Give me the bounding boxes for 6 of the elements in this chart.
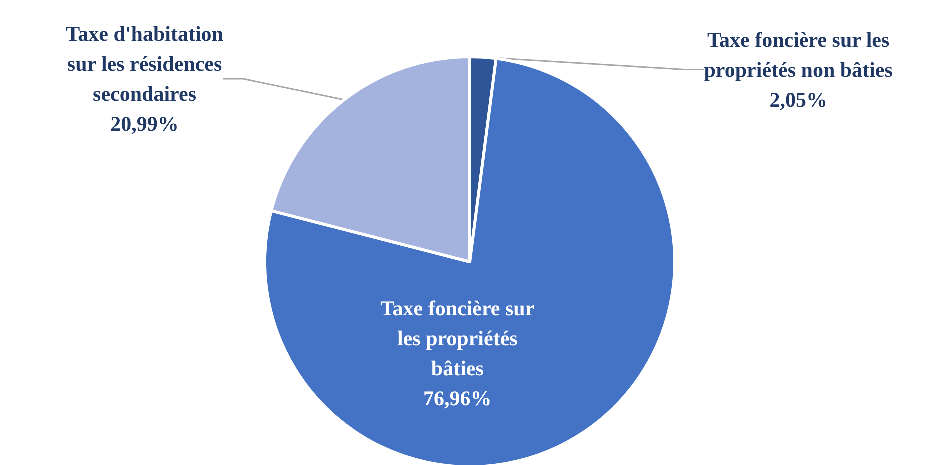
- slice-label: Taxe foncière sur les propriétés non bâties: [704, 28, 893, 82]
- slice-label: Taxe foncière sur les propriétés bâties: [380, 296, 535, 380]
- data-label: 76,96%: [424, 386, 492, 410]
- data-label: 20,99%: [110, 112, 179, 136]
- slice-label: Taxe d'habitation sur les résidences secondaires: [66, 22, 224, 106]
- data-label: 2,05%: [770, 88, 828, 112]
